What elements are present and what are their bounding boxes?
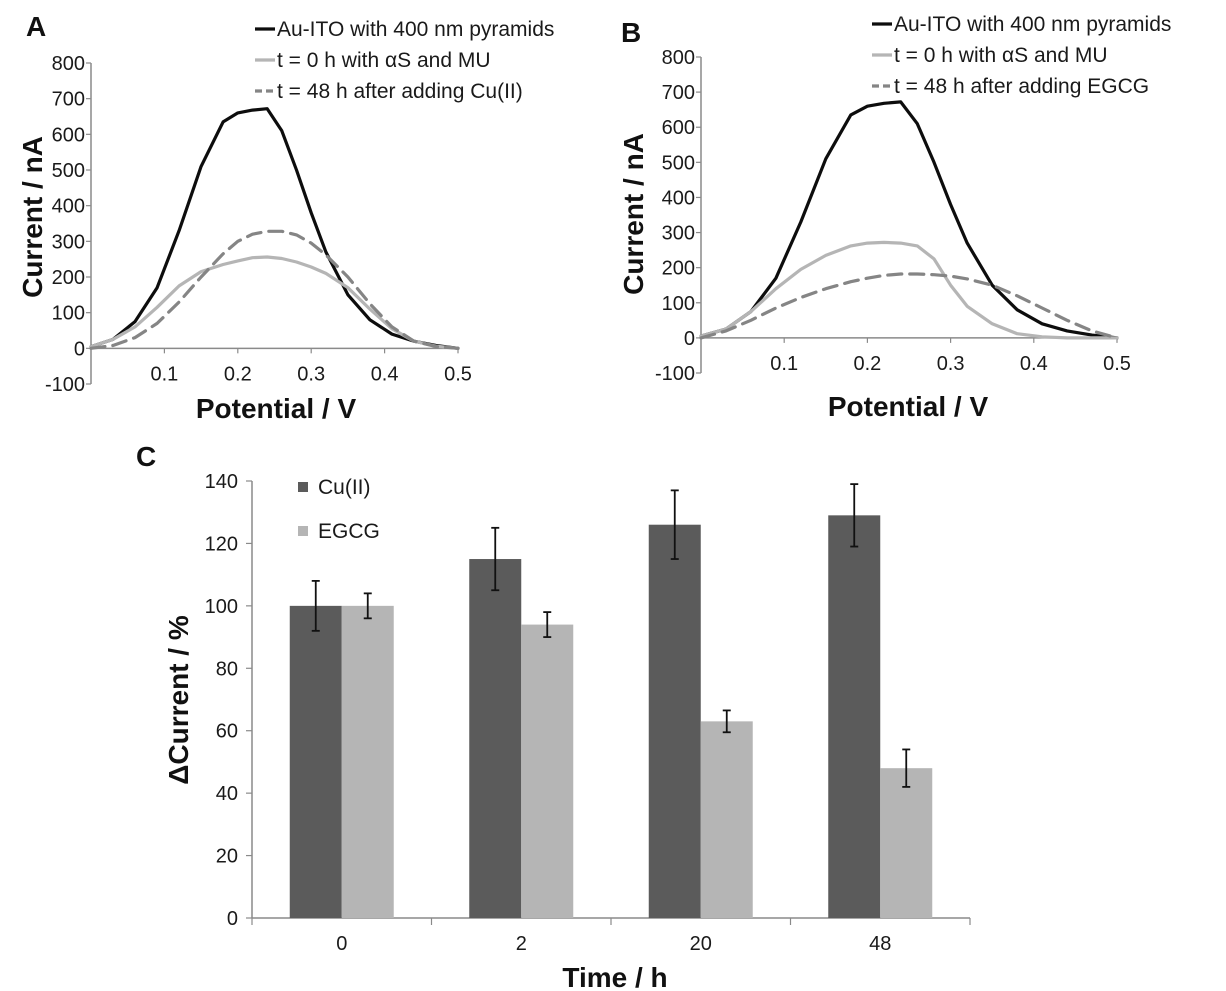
c-y-tick-label: 80 (216, 658, 238, 680)
panel-a-plot (89, 107, 460, 350)
b-x-tick-label: 0.4 (1020, 353, 1048, 375)
b-y-tick-label: -100 (655, 363, 695, 385)
panel-c: C ΔCurrent / % Time / h 0204060801001201… (136, 441, 971, 991)
c-y-tick-label: 0 (227, 908, 238, 930)
c-legend-label-2: EGCG (318, 520, 380, 543)
panel-b-label: B (621, 17, 641, 48)
b-legend-label-3: t = 48 h after adding EGCG (894, 75, 1149, 98)
b-y-tick-label: 0 (684, 328, 695, 350)
a-legend-label-3: t = 48 h after adding Cu(II) (277, 80, 523, 103)
panel-a-x-axis-title: Potential / V (196, 393, 357, 424)
panel-c-legend: Cu(II) EGCG (298, 476, 380, 543)
b-y-tick-label: 100 (662, 293, 695, 315)
c-x-tick-label: 48 (869, 933, 891, 955)
c-y-tick-label: 20 (216, 846, 238, 868)
b-x-tick-label: 0.2 (853, 353, 881, 375)
a-x-tick-label: 0.2 (224, 363, 252, 385)
panel-c-label: C (136, 441, 156, 472)
a-y-tick-label: 400 (52, 196, 85, 218)
a-y-tick-label: 100 (52, 303, 85, 325)
c-legend-label-1: Cu(II) (318, 476, 371, 499)
panel-b-x-axis-title: Potential / V (828, 391, 989, 422)
panel-c-ticks: 0 20 40 60 80 100 120 140 0 2 20 48 (205, 471, 971, 955)
b-x-tick-label: 0.3 (937, 353, 965, 375)
b-y-tick-label: 600 (662, 117, 695, 139)
a-legend-label-1: Au-ITO with 400 nm pyramids (277, 18, 554, 41)
c-x-tick-label: 0 (336, 933, 347, 955)
a-legend-label-2: t = 0 h with αS and MU (277, 49, 491, 72)
c-x-tick-label: 2 (516, 933, 527, 955)
panel-c-x-axis-title: Time / h (562, 962, 667, 991)
c-bar-egcg-0 (341, 605, 394, 918)
panel-a: A Current / nA Potential / V -100 0 100 200… (17, 11, 554, 424)
panel-b: B Current / nA Potential / V -100 0 100 200… (618, 13, 1171, 422)
b-y-tick-label: 400 (662, 187, 695, 209)
a-x-tick-label: 0.1 (150, 363, 178, 385)
panel-b-y-axis-title: Current / nA (618, 133, 649, 295)
c-bar-egcg-2 (521, 624, 574, 918)
a-y-tick-label: 300 (52, 231, 85, 253)
b-series-line-3 (699, 272, 1119, 340)
b-x-tick-label: 0.1 (770, 353, 798, 375)
panel-a-legend: Au-ITO with 400 nm pyramids t = 0 h with … (255, 18, 554, 103)
b-y-tick-label: 300 (662, 223, 695, 245)
b-x-tick-label: 0.5 (1103, 353, 1131, 375)
c-bar-cuii-0 (289, 605, 342, 918)
c-y-tick-label: 120 (205, 533, 238, 555)
panel-c-y-axis-title: ΔCurrent / % (163, 615, 194, 785)
b-y-tick-label: 800 (662, 47, 695, 69)
a-y-tick-label: 500 (52, 160, 85, 182)
a-y-tick-label: 800 (52, 53, 85, 75)
a-series-line-3 (89, 229, 460, 350)
panel-a-label: A (26, 11, 46, 42)
c-y-tick-label: 60 (216, 721, 238, 743)
a-x-tick-label: 0.5 (444, 363, 472, 385)
c-bar-cuii-48 (828, 515, 881, 918)
a-y-tick-label: 0 (74, 338, 85, 360)
c-legend-swatch-1 (298, 482, 308, 492)
panel-c-plot (289, 483, 933, 918)
panel-b-plot (699, 100, 1119, 340)
b-legend-label-2: t = 0 h with αS and MU (894, 44, 1108, 67)
b-series-line-2 (699, 240, 1119, 340)
a-x-tick-label: 0.4 (371, 363, 399, 385)
c-y-tick-label: 100 (205, 596, 238, 618)
b-y-tick-label: 700 (662, 82, 695, 104)
c-bar-egcg-48 (880, 768, 933, 918)
panel-a-ticks: -100 0 100 200 300 400 500 600 700 800 0.1 0.2 0.3 0.… (45, 53, 472, 396)
panel-b-ticks: -100 0 100 200 300 400 500 600 700 800 0.1 0.2 0.3 0.… (655, 47, 1131, 385)
panel-a-axes (90, 63, 458, 384)
b-legend-label-1: Au-ITO with 400 nm pyramids (894, 13, 1171, 36)
c-y-tick-label: 140 (205, 471, 238, 493)
panel-a-y-axis-title: Current / nA (17, 136, 48, 298)
a-series-line-2 (89, 255, 460, 350)
a-y-tick-label: 600 (52, 124, 85, 146)
c-legend-swatch-2 (298, 526, 308, 536)
c-x-tick-label: 20 (690, 933, 712, 955)
a-y-tick-label: 200 (52, 267, 85, 289)
panel-b-axes (700, 57, 1117, 373)
b-y-tick-label: 200 (662, 258, 695, 280)
panel-b-legend: Au-ITO with 400 nm pyramids t = 0 h with … (872, 13, 1171, 98)
c-y-tick-label: 40 (216, 783, 238, 805)
c-bar-egcg-20 (700, 721, 753, 918)
c-bar-cuii-2 (469, 559, 522, 918)
b-y-tick-label: 500 (662, 152, 695, 174)
a-x-tick-label: 0.3 (297, 363, 325, 385)
a-series-line-1 (89, 107, 460, 350)
a-y-tick-label: -100 (45, 374, 85, 396)
b-series-line-1 (699, 100, 1119, 340)
c-bar-cuii-20 (648, 524, 701, 918)
a-y-tick-label: 700 (52, 89, 85, 111)
